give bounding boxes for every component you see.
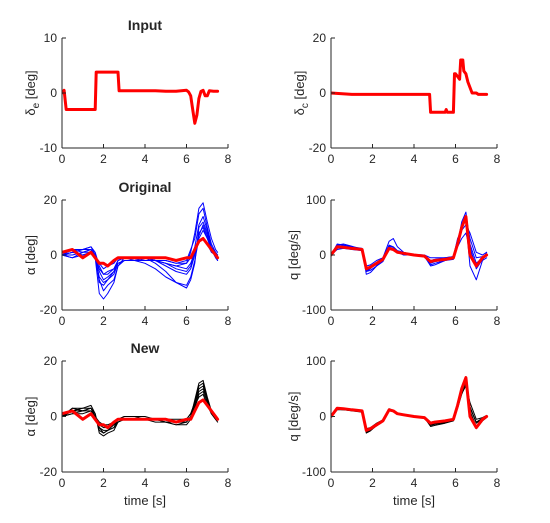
x-tick-label: 0 bbox=[59, 476, 66, 490]
blue-series-line bbox=[331, 221, 488, 281]
series-group bbox=[331, 376, 489, 434]
x-tick-label: 0 bbox=[59, 314, 66, 328]
y-tick-label: 20 bbox=[44, 354, 58, 368]
y-tick-label: 100 bbox=[306, 354, 326, 368]
panel-title: Original bbox=[119, 179, 172, 195]
y-axis-label: q [deg/s] bbox=[286, 230, 301, 280]
x-tick-label: 2 bbox=[369, 476, 376, 490]
y-tick-label: 0 bbox=[319, 410, 326, 424]
x-tick-label: 8 bbox=[494, 152, 501, 166]
y-tick-label: -20 bbox=[40, 465, 58, 479]
y-tick-label: 20 bbox=[44, 193, 58, 207]
series-group bbox=[62, 70, 220, 125]
x-tick-label: 0 bbox=[328, 152, 335, 166]
x-axis-label: time [s] bbox=[124, 493, 166, 508]
black-series-line bbox=[331, 385, 488, 431]
x-tick-label: 6 bbox=[183, 476, 190, 490]
x-tick-label: 2 bbox=[100, 152, 107, 166]
y-axis-label: δe [deg] bbox=[23, 70, 42, 115]
red-series-line bbox=[62, 70, 220, 125]
x-tick-label: 6 bbox=[183, 152, 190, 166]
red-series-line bbox=[62, 398, 220, 430]
x-tick-label: 0 bbox=[328, 314, 335, 328]
y-tick-label: -20 bbox=[309, 141, 327, 155]
red-series-line bbox=[331, 215, 489, 271]
y-tick-label: 0 bbox=[319, 248, 326, 262]
blue-series-line bbox=[331, 224, 488, 270]
y-tick-label: 20 bbox=[313, 31, 327, 45]
y-axis-label: α [deg] bbox=[23, 396, 38, 436]
y-tick-label: 0 bbox=[319, 86, 326, 100]
x-tick-label: 6 bbox=[452, 314, 459, 328]
x-tick-label: 0 bbox=[59, 152, 66, 166]
y-tick-label: 0 bbox=[50, 86, 57, 100]
y-axis-label: α [deg] bbox=[23, 235, 38, 275]
panel-title: New bbox=[131, 340, 160, 356]
x-tick-label: 4 bbox=[142, 314, 149, 328]
x-tick-label: 2 bbox=[369, 152, 376, 166]
x-tick-label: 8 bbox=[494, 476, 501, 490]
y-tick-label: -20 bbox=[40, 303, 58, 317]
x-tick-label: 4 bbox=[411, 152, 418, 166]
x-tick-label: 6 bbox=[452, 152, 459, 166]
series-group bbox=[331, 211, 489, 281]
y-tick-label: 0 bbox=[50, 410, 57, 424]
y-tick-label: 0 bbox=[50, 248, 57, 262]
x-tick-label: 8 bbox=[494, 314, 501, 328]
red-series-line bbox=[331, 58, 489, 114]
x-tick-label: 6 bbox=[183, 314, 190, 328]
x-tick-label: 2 bbox=[100, 314, 107, 328]
x-tick-label: 2 bbox=[369, 314, 376, 328]
series-group bbox=[331, 58, 489, 114]
red-series-line bbox=[62, 237, 220, 268]
x-tick-label: 0 bbox=[328, 476, 335, 490]
x-tick-label: 8 bbox=[225, 152, 232, 166]
y-tick-label: -100 bbox=[302, 465, 326, 479]
x-tick-label: 4 bbox=[411, 476, 418, 490]
red-series-line bbox=[331, 376, 489, 432]
series-group bbox=[62, 202, 220, 300]
y-tick-label: 10 bbox=[44, 31, 58, 45]
blue-series-line bbox=[62, 202, 219, 286]
x-tick-label: 8 bbox=[225, 314, 232, 328]
x-tick-label: 4 bbox=[142, 152, 149, 166]
x-tick-label: 2 bbox=[100, 476, 107, 490]
y-axis-label: δc [deg] bbox=[292, 71, 311, 116]
x-tick-label: 8 bbox=[225, 476, 232, 490]
y-axis-label: q [deg/s] bbox=[286, 392, 301, 442]
panel-title: Input bbox=[128, 17, 163, 33]
y-tick-label: -100 bbox=[302, 303, 326, 317]
x-tick-label: 6 bbox=[452, 476, 459, 490]
blue-series-line bbox=[62, 216, 219, 275]
series-group bbox=[62, 379, 220, 437]
x-axis-label: time [s] bbox=[393, 493, 435, 508]
x-tick-label: 4 bbox=[411, 314, 418, 328]
x-tick-label: 4 bbox=[142, 476, 149, 490]
y-tick-label: 100 bbox=[306, 193, 326, 207]
y-tick-label: -10 bbox=[40, 141, 58, 155]
